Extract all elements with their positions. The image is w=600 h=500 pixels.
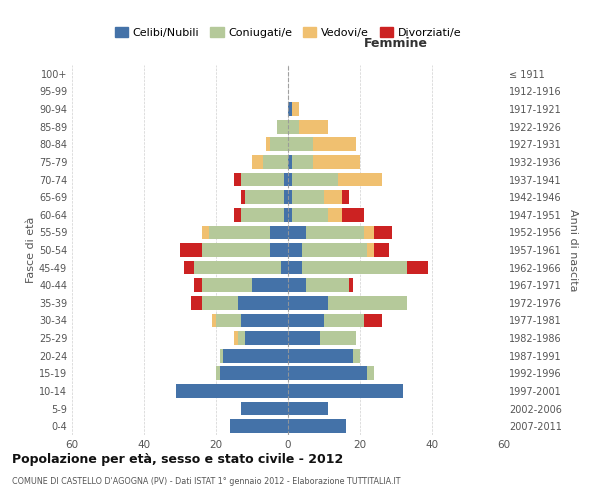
Bar [270,138,288,151]
Bar [245,190,284,204]
Bar [194,278,202,292]
Bar [241,190,245,204]
Bar [353,349,360,362]
Bar [288,172,292,186]
Bar [212,314,216,328]
Bar [252,278,288,292]
Bar [313,138,356,151]
Bar [324,190,342,204]
Bar [328,296,407,310]
Bar [238,331,245,345]
Bar [313,155,360,169]
Bar [220,366,288,380]
Bar [320,331,356,345]
Bar [288,208,292,222]
Bar [288,331,320,345]
Bar [288,296,328,310]
Bar [292,172,338,186]
Bar [216,314,241,328]
Bar [299,120,328,134]
Bar [349,278,353,292]
Bar [176,384,288,398]
Bar [216,366,220,380]
Bar [209,226,270,239]
Bar [374,226,392,239]
Bar [194,260,281,274]
Bar [288,349,353,362]
Bar [364,314,382,328]
Bar [202,278,252,292]
Text: Popolazione per età, sesso e stato civile - 2012: Popolazione per età, sesso e stato civil… [12,452,343,466]
Bar [288,243,302,257]
Bar [407,260,428,274]
Bar [241,172,284,186]
Bar [288,120,299,134]
Text: COMUNE DI CASTELLO D'AGOGNA (PV) - Dati ISTAT 1° gennaio 2012 - Elaborazione TUT: COMUNE DI CASTELLO D'AGOGNA (PV) - Dati … [12,478,401,486]
Bar [328,208,342,222]
Bar [367,366,374,380]
Bar [245,331,288,345]
Bar [292,208,328,222]
Bar [302,260,407,274]
Bar [252,155,263,169]
Bar [288,402,328,415]
Bar [302,243,367,257]
Bar [292,102,299,116]
Bar [202,226,209,239]
Y-axis label: Fasce di età: Fasce di età [26,217,36,283]
Bar [374,243,389,257]
Bar [288,226,306,239]
Bar [202,243,270,257]
Bar [288,384,403,398]
Bar [230,420,288,433]
Bar [288,314,324,328]
Bar [288,278,306,292]
Bar [238,296,288,310]
Bar [241,402,288,415]
Bar [180,243,202,257]
Bar [284,190,288,204]
Bar [270,226,288,239]
Bar [288,420,346,433]
Bar [367,243,374,257]
Bar [288,138,313,151]
Bar [184,260,194,274]
Bar [263,155,288,169]
Bar [234,331,238,345]
Bar [292,190,324,204]
Bar [270,243,288,257]
Bar [202,296,238,310]
Bar [288,366,367,380]
Legend: Celibi/Nubili, Coniugati/e, Vedovi/e, Divorziati/e: Celibi/Nubili, Coniugati/e, Vedovi/e, Di… [110,22,466,42]
Bar [284,172,288,186]
Bar [306,226,364,239]
Bar [306,278,349,292]
Bar [364,226,374,239]
Bar [284,208,288,222]
Bar [223,349,288,362]
Bar [191,296,202,310]
Bar [241,314,288,328]
Bar [288,155,292,169]
Text: Femmine: Femmine [364,37,428,50]
Bar [324,314,364,328]
Bar [342,208,364,222]
Y-axis label: Anni di nascita: Anni di nascita [568,209,578,291]
Bar [288,190,292,204]
Bar [277,120,288,134]
Bar [281,260,288,274]
Bar [266,138,270,151]
Bar [241,208,284,222]
Bar [220,349,223,362]
Bar [288,260,302,274]
Bar [234,208,241,222]
Bar [338,172,382,186]
Bar [292,155,313,169]
Bar [234,172,241,186]
Bar [342,190,349,204]
Bar [288,102,292,116]
